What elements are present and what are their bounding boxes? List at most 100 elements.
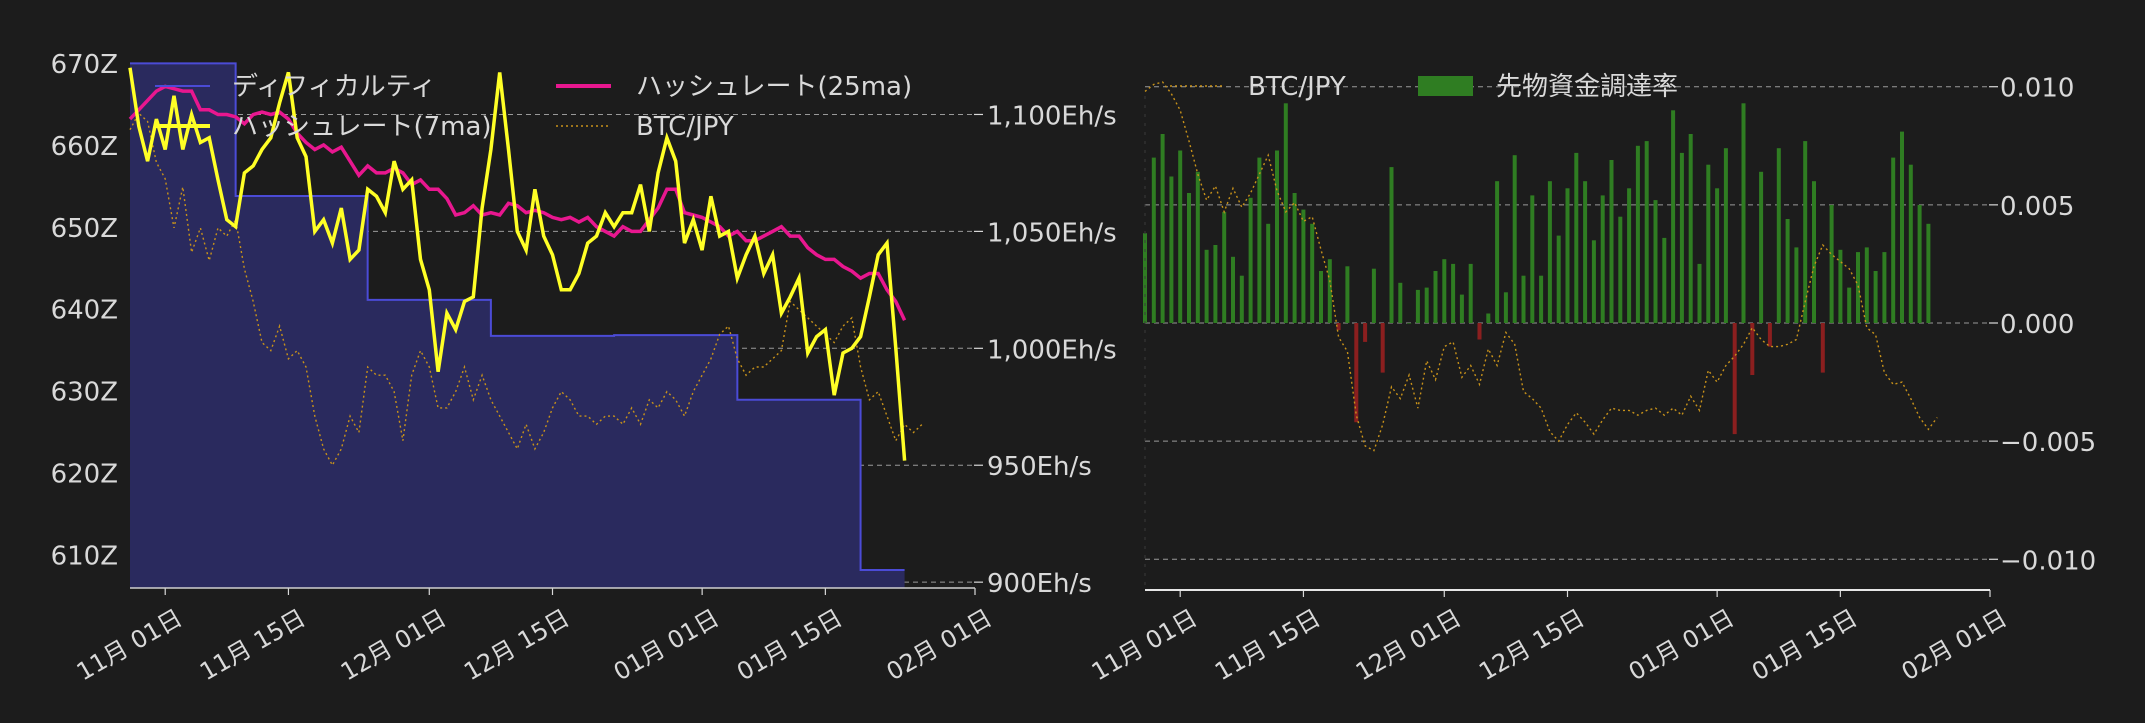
funding-bar bbox=[1283, 103, 1288, 323]
funding-bar bbox=[1891, 157, 1896, 323]
legend-label-btc-right: BTC/JPY bbox=[1248, 72, 1346, 102]
funding-bar bbox=[1336, 323, 1341, 331]
funding-bar bbox=[1239, 275, 1244, 323]
funding-bar bbox=[1204, 249, 1209, 323]
funding-bar bbox=[1433, 271, 1438, 323]
funding-bar bbox=[1794, 247, 1799, 323]
funding-bar bbox=[1389, 167, 1394, 323]
funding-bar bbox=[1715, 188, 1720, 323]
legend-label-difficulty: ディフィカルティ bbox=[232, 72, 436, 102]
funding-bar bbox=[1583, 181, 1588, 323]
funding-bar bbox=[1503, 292, 1508, 323]
hashrate-25ma-line bbox=[128, 84, 907, 321]
funding-bar bbox=[1151, 157, 1156, 323]
funding-y-tick-label: 0.005 bbox=[2000, 192, 2074, 222]
funding-bar bbox=[1398, 282, 1403, 323]
funding-bar bbox=[1521, 275, 1526, 323]
funding-bar bbox=[1222, 211, 1227, 323]
funding-bar bbox=[1530, 195, 1535, 323]
funding-bar bbox=[1160, 134, 1165, 323]
right-y-tick-label: 950Eh/s bbox=[987, 452, 1092, 482]
funding-bar bbox=[1345, 266, 1350, 323]
funding-bar bbox=[1750, 323, 1755, 375]
btc-jpy-line-left bbox=[129, 112, 923, 467]
funding-bar bbox=[1231, 256, 1235, 323]
funding-bar bbox=[1363, 323, 1368, 342]
left-y-axis-ticks: 610Z 620Z 630Z 640Z 650Z 660Z 670Z bbox=[51, 50, 118, 571]
legend-label-funding: 先物資金調達率 bbox=[1496, 72, 1678, 102]
funding-bar bbox=[1697, 263, 1702, 323]
funding-bar bbox=[1591, 240, 1596, 323]
left-y-tick-label: 630Z bbox=[51, 378, 118, 408]
left-y-tick-label: 640Z bbox=[51, 296, 118, 326]
funding-bar bbox=[1812, 181, 1816, 323]
left-y-tick-label: 660Z bbox=[51, 132, 118, 162]
funding-bar bbox=[1415, 289, 1420, 323]
left-legend: ディフィカルティ ハッシュレート(25ma) ハッシュレート(7ma) BTC/… bbox=[155, 72, 912, 142]
funding-bar bbox=[1451, 263, 1456, 323]
funding-bar bbox=[1662, 237, 1667, 323]
hashrate-7ma-line bbox=[128, 67, 907, 461]
funding-bar bbox=[1688, 134, 1693, 323]
funding-bar bbox=[1873, 271, 1878, 323]
funding-bar bbox=[1442, 259, 1447, 323]
funding-bar bbox=[1292, 193, 1297, 323]
funding-bar bbox=[1459, 294, 1464, 323]
funding-bar bbox=[1257, 157, 1262, 323]
funding-y-tick-label: −0.005 bbox=[2000, 428, 2096, 458]
funding-bar bbox=[1767, 323, 1772, 347]
funding-bar bbox=[1468, 263, 1473, 323]
funding-bar bbox=[1319, 271, 1323, 323]
funding-bar bbox=[1266, 223, 1271, 323]
legend-label-btc-left: BTC/JPY bbox=[636, 112, 734, 142]
right-y-tick-label: 1,000Eh/s bbox=[987, 335, 1117, 365]
funding-bar bbox=[1759, 171, 1764, 323]
right-y-tick-label: 1,050Eh/s bbox=[987, 218, 1117, 248]
funding-bar bbox=[1371, 268, 1376, 323]
funding-rate-bars bbox=[1143, 103, 1931, 435]
funding-bar bbox=[1926, 223, 1931, 323]
funding-bar bbox=[1600, 195, 1605, 323]
funding-bar bbox=[1424, 287, 1429, 323]
funding-bar bbox=[1178, 150, 1183, 323]
funding-bar bbox=[1618, 216, 1623, 323]
funding-bar bbox=[1908, 164, 1913, 323]
funding-bar bbox=[1776, 148, 1781, 323]
funding-bar bbox=[1195, 171, 1200, 323]
funding-bar bbox=[1556, 235, 1561, 323]
funding-y-tick-label: 0.000 bbox=[2000, 310, 2074, 340]
funding-bar bbox=[1741, 103, 1746, 323]
funding-y-tick-label: −0.010 bbox=[2000, 546, 2096, 576]
funding-bar bbox=[1327, 259, 1332, 323]
funding-bar bbox=[1187, 193, 1191, 323]
funding-bar bbox=[1882, 252, 1887, 323]
funding-y-axis-ticks: −0.010 −0.005 0.000 0.005 0.010 bbox=[1989, 74, 2096, 576]
funding-bar bbox=[1732, 323, 1737, 435]
funding-bar bbox=[1679, 152, 1684, 323]
right-y-tick-label: 1,100Eh/s bbox=[987, 101, 1117, 131]
funding-bar bbox=[1900, 131, 1904, 323]
funding-bar bbox=[1723, 148, 1728, 323]
difficulty-area-fill bbox=[130, 63, 905, 589]
funding-bar bbox=[1847, 287, 1852, 323]
funding-bar bbox=[1275, 150, 1279, 323]
funding-bar bbox=[1627, 188, 1632, 323]
funding-bar bbox=[1820, 323, 1825, 373]
funding-bar bbox=[1803, 141, 1808, 323]
funding-bar bbox=[1706, 164, 1711, 323]
funding-bar bbox=[1539, 275, 1544, 323]
funding-bar bbox=[1380, 323, 1385, 373]
left-chart: 610Z 620Z 630Z 640Z 650Z 660Z 670Z 900Eh/s 950E… bbox=[51, 50, 1117, 686]
left-y-tick-label: 620Z bbox=[51, 459, 118, 489]
btc-jpy-line-right bbox=[1144, 81, 1938, 452]
funding-bar bbox=[1635, 145, 1640, 323]
funding-bar bbox=[1407, 323, 1412, 324]
right-y-axis-ticks: 900Eh/s 950Eh/s 1,000Eh/s 1,050Eh/s 1,100Eh/… bbox=[974, 101, 1117, 599]
right-y-tick-label: 900Eh/s bbox=[987, 569, 1092, 599]
left-y-tick-label: 650Z bbox=[51, 214, 118, 244]
funding-bar bbox=[1310, 223, 1315, 323]
funding-bar bbox=[1671, 110, 1676, 323]
funding-bar bbox=[1301, 209, 1306, 323]
funding-bar bbox=[1213, 245, 1218, 323]
